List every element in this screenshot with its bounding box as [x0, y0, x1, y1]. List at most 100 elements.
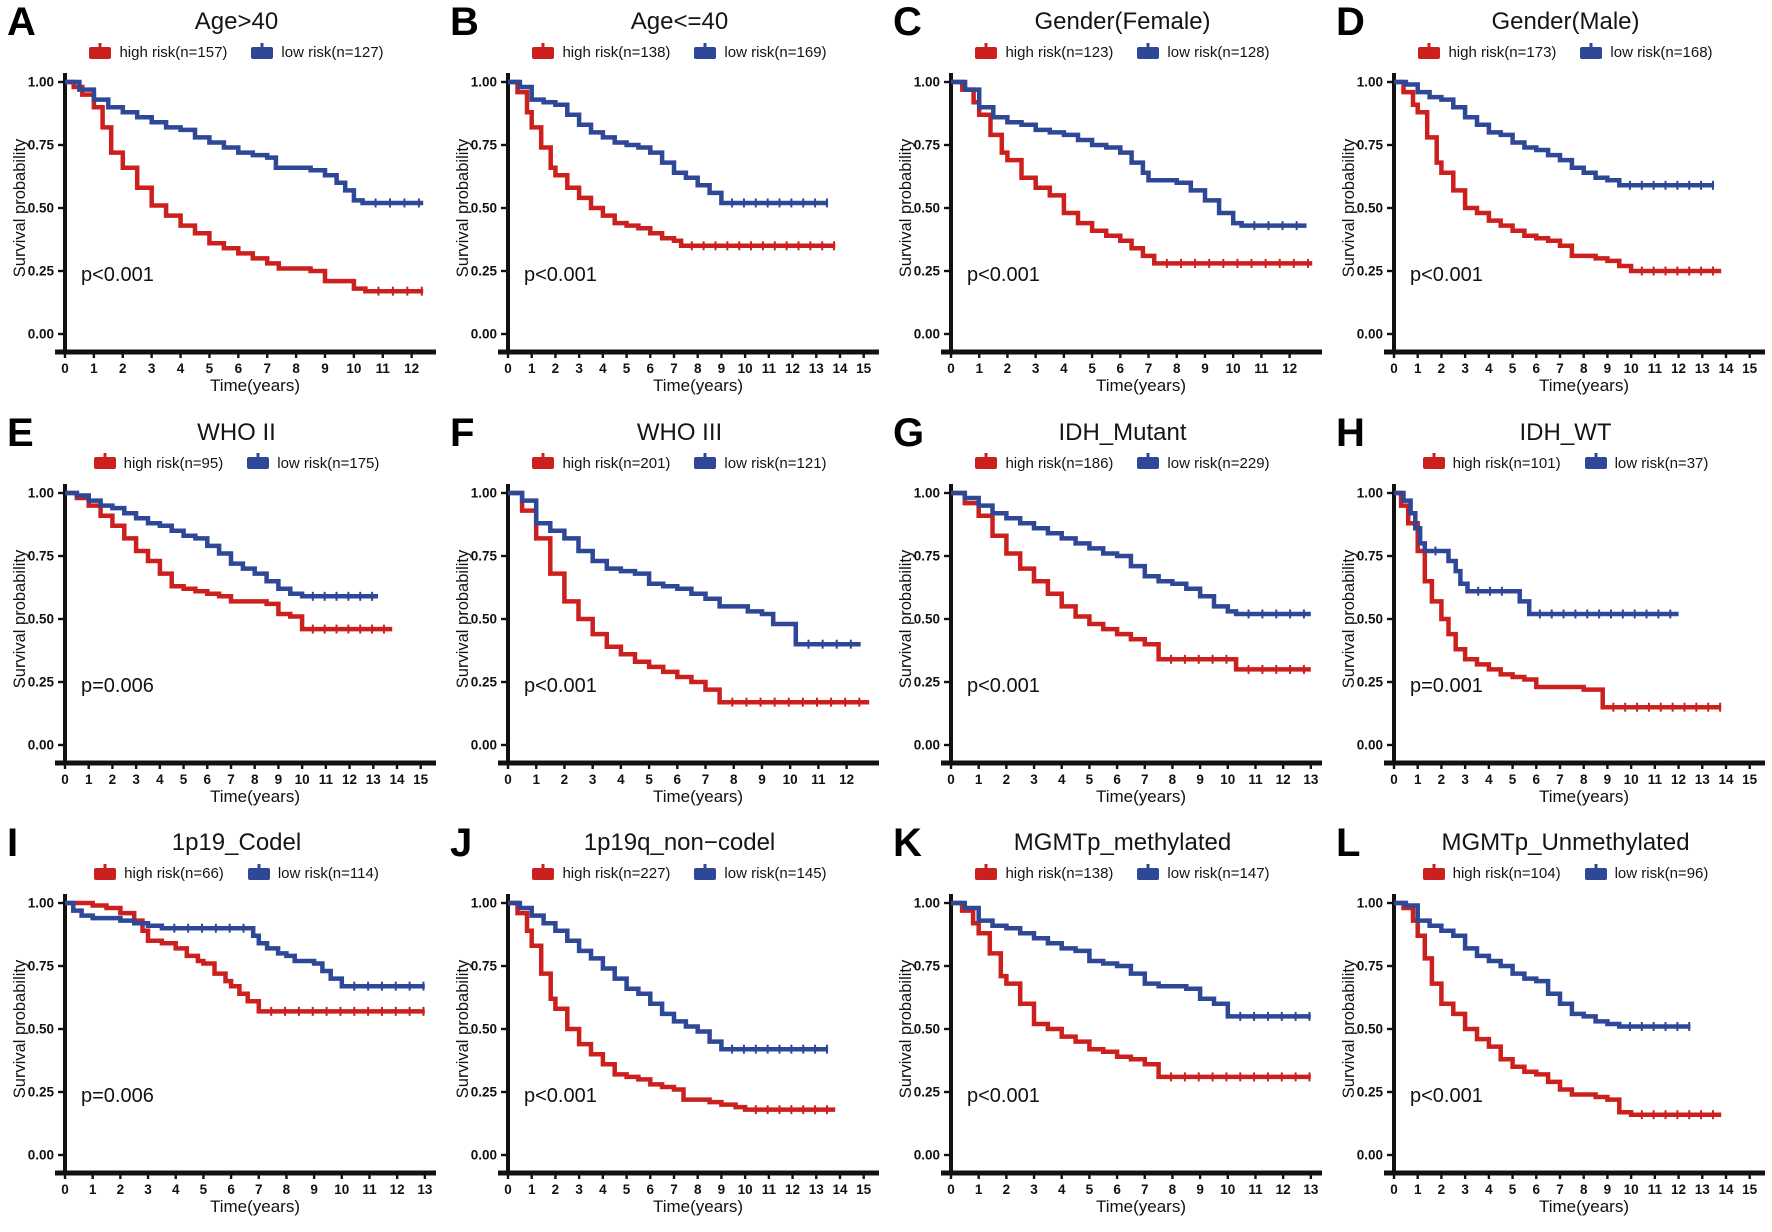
- x-tick-label: 13: [1303, 1182, 1319, 1197]
- x-tick-label: 13: [366, 772, 382, 787]
- x-tick-label: 2: [1438, 772, 1446, 787]
- x-tick-label: 10: [738, 1182, 753, 1197]
- y-tick-label: 0.00: [471, 327, 497, 342]
- x-tick-label: 0: [1390, 361, 1398, 376]
- x-tick-label: 7: [255, 1182, 263, 1197]
- km-plot-svg: Survival probability 1.00 0.75 0.50 0.25 0.00…: [454, 73, 879, 395]
- x-tick-label: 8: [1580, 772, 1588, 787]
- legend-item-high-risk: high risk(n=201): [532, 455, 670, 472]
- y-tick-label: 0.75: [28, 138, 55, 153]
- y-tick-label: 1.00: [28, 75, 54, 90]
- p-value-label: p<0.001: [967, 675, 1040, 697]
- x-axis-label: Time(years): [1096, 376, 1186, 395]
- legend-item-low-risk: low risk(n=37): [1584, 454, 1709, 472]
- x-tick-label: 13: [417, 1182, 433, 1197]
- y-tick-label: 0.25: [914, 674, 941, 689]
- x-tick-label: 11: [762, 361, 777, 376]
- legend-item-low-risk: low risk(n=128): [1137, 44, 1270, 61]
- x-tick-label: 12: [1671, 772, 1686, 787]
- km-panel: J 1p19q_non−codel high risk(n=227) low r…: [443, 821, 886, 1232]
- y-tick-label: 0.00: [28, 737, 54, 752]
- x-tick-label: 10: [1624, 772, 1639, 787]
- x-tick-label: 1: [528, 361, 536, 376]
- x-tick-label: 12: [839, 772, 854, 787]
- km-panel: A Age>40 high risk(n=157) low risk(n=127…: [0, 0, 443, 411]
- x-tick-label: 8: [730, 772, 738, 787]
- low-risk-swatch-icon: [251, 46, 274, 59]
- high-risk-legend-label: high risk(n=157): [119, 44, 228, 61]
- km-plot: Survival probability 1.00 0.75 0.50 0.25 0.00…: [5, 66, 438, 400]
- low-risk-legend-label: low risk(n=37): [1614, 454, 1709, 472]
- y-tick-label: 0.75: [28, 548, 55, 563]
- km-plot: Survival probability 1.00 0.75 0.50 0.25 0.00…: [1334, 477, 1767, 811]
- low-risk-legend-label: low risk(n=128): [1167, 44, 1270, 61]
- y-axis-label: Survival probability: [1340, 138, 1358, 277]
- x-tick-label: 1: [975, 772, 983, 787]
- high-risk-legend-label: high risk(n=104): [1452, 865, 1561, 883]
- x-tick-label: 2: [117, 1182, 125, 1197]
- y-tick-label: 0.50: [28, 611, 54, 626]
- p-value-label: p<0.001: [524, 264, 597, 286]
- y-axis-label: Survival probability: [454, 959, 472, 1098]
- y-tick-label: 0.50: [1357, 201, 1383, 216]
- y-tick-label: 0.50: [914, 201, 940, 216]
- low-risk-swatch-icon: [1137, 457, 1160, 470]
- km-plot: Survival probability 1.00 0.75 0.50 0.25 0.00…: [448, 477, 881, 811]
- y-tick-label: 0.25: [1357, 264, 1384, 279]
- x-tick-label: 9: [1201, 361, 1209, 376]
- y-tick-label: 0.75: [914, 548, 941, 563]
- km-panel: H IDH_WT high risk(n=101) low risk(n=37)…: [1329, 411, 1772, 822]
- x-axis-label: Time(years): [1539, 787, 1629, 806]
- y-tick-label: 0.25: [28, 264, 55, 279]
- x-tick-label: 13: [809, 361, 825, 376]
- survival-curve-high-risk: [1394, 79, 1722, 274]
- x-tick-label: 0: [947, 772, 955, 787]
- survival-curve-high-risk: [1394, 901, 1722, 1118]
- survival-curve-high-risk: [508, 79, 836, 249]
- x-tick-label: 4: [1060, 361, 1068, 376]
- km-plot-svg: Survival probability 1.00 0.75 0.50 0.25 0.00…: [897, 894, 1322, 1216]
- x-tick-label: 1: [1414, 772, 1422, 787]
- legend-item-high-risk: high risk(n=157): [89, 44, 227, 61]
- survival-curve-low-risk: [951, 901, 1311, 1019]
- x-tick-label: 0: [61, 361, 69, 376]
- x-tick-label: 0: [947, 361, 955, 376]
- km-plot-svg: Survival probability 1.00 0.75 0.50 0.25 0.00…: [11, 483, 436, 806]
- x-tick-label: 2: [1438, 361, 1446, 376]
- x-tick-label: 7: [263, 361, 271, 376]
- survival-curve-high-risk: [1394, 490, 1722, 710]
- high-risk-legend-label: high risk(n=123): [1005, 44, 1114, 61]
- x-tick-label: 10: [334, 1182, 349, 1197]
- y-tick-label: 1.00: [471, 75, 497, 90]
- x-tick-label: 6: [1113, 1182, 1121, 1197]
- x-tick-label: 9: [1604, 361, 1612, 376]
- low-risk-legend-label: low risk(n=145): [724, 865, 827, 883]
- y-tick-label: 0.75: [28, 959, 55, 974]
- x-tick-label: 13: [1695, 1182, 1711, 1197]
- p-value-label: p=0.001: [1410, 675, 1483, 697]
- y-axis-label: Survival probability: [11, 549, 29, 688]
- high-risk-swatch-icon: [94, 867, 117, 880]
- km-plot: Survival probability 1.00 0.75 0.50 0.25 0.00…: [1334, 887, 1767, 1221]
- x-tick-label: 6: [1533, 361, 1541, 376]
- survival-curve-low-risk: [508, 901, 829, 1052]
- km-plot-svg: Survival probability 1.00 0.75 0.50 0.25 0.00…: [11, 73, 436, 395]
- high-risk-legend-label: high risk(n=138): [562, 44, 671, 61]
- x-tick-label: 6: [227, 1182, 235, 1197]
- survival-curve-low-risk: [951, 79, 1307, 228]
- low-risk-legend-label: low risk(n=96): [1614, 865, 1709, 883]
- x-tick-label: 0: [504, 1182, 512, 1197]
- x-tick-label: 4: [599, 361, 607, 376]
- panel-letter: D: [1336, 0, 1365, 44]
- survival-curve-high-risk: [951, 79, 1313, 266]
- low-risk-swatch-icon: [247, 457, 270, 470]
- km-plot-svg: Survival probability 1.00 0.75 0.50 0.25 0.00…: [454, 894, 879, 1216]
- x-tick-label: 12: [1276, 1182, 1291, 1197]
- legend-item-low-risk: low risk(n=145): [694, 865, 827, 883]
- low-risk-legend-label: low risk(n=169): [724, 44, 827, 61]
- y-tick-label: 0.75: [914, 138, 941, 153]
- x-tick-label: 4: [1058, 772, 1066, 787]
- x-tick-label: 1: [528, 1182, 536, 1197]
- km-panel: I 1p19_Codel high risk(n=66) low risk(n=…: [0, 821, 443, 1232]
- x-tick-label: 9: [1196, 1182, 1204, 1197]
